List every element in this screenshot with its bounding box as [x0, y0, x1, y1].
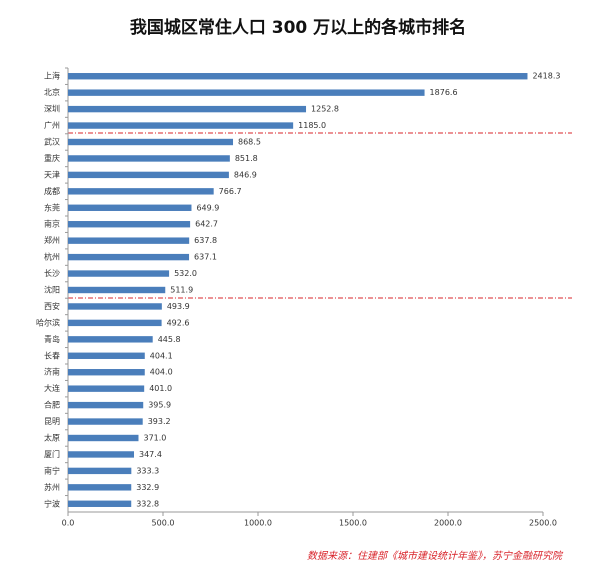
x-tick-label: 2000.0	[434, 519, 462, 528]
value-label: 333.3	[136, 466, 159, 475]
bar	[68, 369, 145, 376]
bar	[68, 336, 153, 343]
value-label: 347.4	[139, 450, 162, 459]
source-note: 数据来源：住建部《城市建设统计年鉴》，苏宁金融研究院	[307, 550, 564, 562]
y-tick-label: 天津	[44, 169, 60, 179]
x-tick-label: 1000.0	[244, 519, 272, 528]
y-tick-label: 合肥	[44, 400, 60, 410]
y-tick-label: 武汉	[44, 137, 60, 147]
value-label: 642.7	[195, 220, 218, 229]
bar	[68, 221, 191, 228]
y-tick-label: 东莞	[44, 202, 60, 212]
bar	[68, 500, 132, 507]
y-tick-label: 南宁	[44, 465, 60, 475]
y-tick-label: 济南	[44, 367, 60, 377]
value-label: 332.9	[136, 483, 159, 492]
value-label: 532.0	[174, 269, 197, 278]
bar	[68, 171, 229, 179]
y-tick-label: 杭州	[44, 252, 60, 262]
value-label: 393.2	[148, 417, 171, 426]
value-label: 1252.8	[311, 105, 339, 114]
y-tick-label: 上海	[44, 71, 60, 81]
bar	[68, 73, 528, 80]
bar	[68, 188, 214, 195]
y-tick-label: 大连	[44, 383, 60, 393]
bar	[68, 204, 192, 211]
x-tick-label: 2500.0	[529, 519, 557, 528]
y-tick-label: 苏州	[44, 482, 60, 492]
value-label: 1185.0	[298, 121, 326, 130]
value-label: 1876.6	[430, 88, 458, 97]
value-label: 637.8	[194, 236, 217, 245]
value-label: 649.9	[196, 203, 219, 212]
value-label: 492.6	[167, 318, 190, 327]
value-label: 404.1	[150, 351, 173, 360]
value-label: 2418.3	[532, 72, 560, 81]
bar	[68, 319, 162, 327]
bar	[68, 385, 145, 392]
bar	[68, 467, 132, 475]
chart-title: 我国城区常住人口 300 万以上的各城市排名	[130, 17, 466, 38]
y-tick-label: 南京	[44, 219, 60, 229]
x-tick-label: 0.0	[62, 519, 75, 528]
y-tick-label: 宁波	[44, 498, 60, 508]
y-tick-label: 广州	[44, 120, 60, 130]
bar	[68, 401, 144, 409]
value-label: 846.9	[234, 170, 257, 179]
y-tick-label: 厦门	[44, 449, 60, 459]
y-tick-label: 青岛	[44, 334, 60, 344]
y-tick-label: 北京	[44, 87, 60, 97]
x-tick-label: 500.0	[152, 519, 175, 528]
bar	[68, 138, 234, 146]
value-label: 637.1	[194, 253, 217, 262]
y-tick-label: 长春	[44, 350, 60, 360]
value-label: 371.0	[143, 434, 166, 443]
bar	[68, 105, 307, 113]
bar	[68, 237, 190, 244]
value-label: 868.5	[238, 138, 261, 147]
bar	[68, 155, 230, 162]
value-label: 493.9	[167, 302, 190, 311]
y-tick-label: 郑州	[44, 235, 60, 245]
value-label: 401.0	[149, 384, 172, 393]
bar	[68, 303, 162, 310]
bar	[68, 286, 166, 294]
y-tick-label: 昆明	[44, 417, 60, 426]
value-label: 445.8	[158, 335, 181, 344]
y-tick-label: 西安	[44, 301, 60, 311]
bar	[68, 270, 170, 277]
value-label: 395.9	[148, 401, 171, 410]
bar	[68, 253, 190, 261]
bar	[68, 451, 135, 458]
bar	[68, 484, 132, 491]
value-label: 851.8	[235, 154, 258, 163]
y-tick-label: 深圳	[44, 104, 60, 114]
value-label: 404.0	[150, 368, 173, 377]
bar	[68, 352, 145, 359]
bar	[68, 418, 143, 425]
value-label: 332.8	[136, 499, 159, 508]
y-tick-label: 哈尔滨	[36, 317, 60, 327]
y-tick-label: 成都	[44, 186, 60, 196]
x-tick-label: 1500.0	[339, 519, 367, 528]
y-tick-label: 沈阳	[44, 285, 60, 295]
value-label: 766.7	[219, 187, 242, 196]
bar	[68, 89, 425, 96]
y-tick-label: 长沙	[44, 268, 60, 278]
y-tick-label: 重庆	[44, 153, 60, 163]
bar	[68, 434, 139, 442]
y-tick-label: 太原	[44, 433, 60, 443]
bar	[68, 122, 294, 129]
value-label: 511.9	[170, 286, 193, 295]
